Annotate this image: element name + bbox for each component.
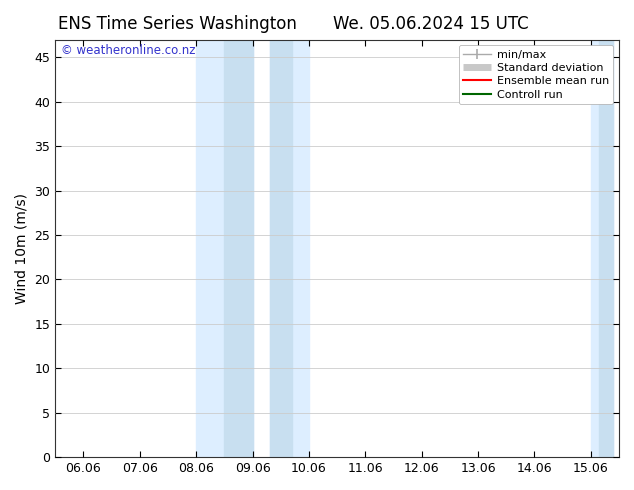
Bar [224, 40, 252, 457]
Text: © weatheronline.co.nz: © weatheronline.co.nz [61, 44, 195, 57]
Legend: min/max, Standard deviation, Ensemble mean run, Controll run: min/max, Standard deviation, Ensemble me… [459, 45, 614, 104]
Bar [599, 40, 613, 457]
Bar [269, 40, 309, 457]
Y-axis label: Wind 10m (m/s): Wind 10m (m/s) [15, 193, 29, 304]
Bar [591, 40, 613, 457]
Text: ENS Time Series Washington: ENS Time Series Washington [58, 15, 297, 33]
Bar [196, 40, 252, 457]
Bar [269, 40, 292, 457]
Text: We. 05.06.2024 15 UTC: We. 05.06.2024 15 UTC [333, 15, 529, 33]
